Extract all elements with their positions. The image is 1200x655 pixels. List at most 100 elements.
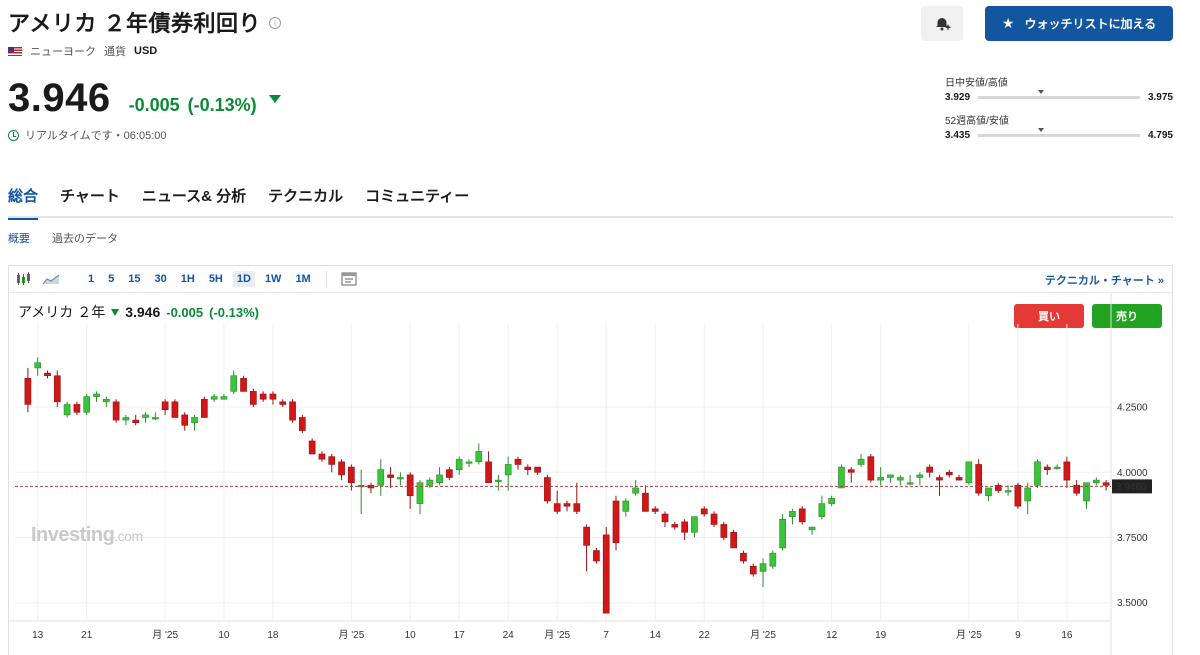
candle-body xyxy=(1102,482,1110,486)
info-icon[interactable]: i xyxy=(269,17,282,29)
legend-change: -0.005 xyxy=(166,304,204,320)
candle-body xyxy=(151,417,159,420)
candle-body xyxy=(230,375,238,392)
x-tick-label: 月 '25 xyxy=(956,629,982,641)
candle-body xyxy=(583,526,590,546)
interval-30[interactable]: 30 xyxy=(154,273,167,285)
x-tick-label: 7 xyxy=(603,630,609,641)
candle-body xyxy=(642,492,649,512)
clock-icon xyxy=(8,129,19,141)
us-flag-icon xyxy=(8,46,22,56)
candle-body xyxy=(1004,490,1012,493)
x-tick-label: 月 '25 xyxy=(544,629,570,641)
range-label: 日中安値/高値 xyxy=(945,78,1008,89)
interval-1D[interactable]: 1D xyxy=(232,271,255,287)
subtab-0[interactable]: 概要 xyxy=(8,233,30,245)
candle-body xyxy=(504,464,512,476)
x-tick-label: 19 xyxy=(875,630,887,641)
interval-1M[interactable]: 1M xyxy=(295,273,311,285)
price-row: 3.946 -0.005 (-0.13%) xyxy=(8,76,281,121)
exchange-name: ニューヨーク xyxy=(30,46,96,58)
interval-1W[interactable]: 1W xyxy=(264,273,282,285)
candle-body xyxy=(102,398,110,403)
add-to-watchlist-button[interactable]: ★ ウォッチリストに加える xyxy=(985,6,1173,41)
candle-body xyxy=(877,477,884,481)
subtab-1[interactable]: 過去のデータ xyxy=(52,233,118,245)
candle-body xyxy=(651,508,659,512)
candle-body xyxy=(544,477,551,502)
alert-button[interactable] xyxy=(921,6,963,41)
candle-body xyxy=(93,393,100,397)
candle-body xyxy=(779,518,786,549)
candle-body xyxy=(691,516,698,533)
candle-body xyxy=(1024,487,1032,502)
candle-body xyxy=(749,565,757,575)
chart-toolbar: 1 5 15 30 1H 5H 1D 1W 1M xyxy=(9,266,1172,293)
bell-plus-icon xyxy=(936,17,951,30)
legend-change-pct: (-0.13%) xyxy=(209,304,259,320)
candle-body xyxy=(161,401,169,410)
x-tick-label: 月 '25 xyxy=(750,629,776,641)
candle-body xyxy=(250,391,257,405)
candle-body xyxy=(632,487,639,494)
x-tick-label: 17 xyxy=(454,630,466,641)
x-tick-label: 10 xyxy=(218,630,230,641)
interval-1[interactable]: 1 xyxy=(88,273,95,285)
y-tick-label: 4.0000 xyxy=(1117,468,1148,479)
x-tick-label: 22 xyxy=(699,630,711,641)
price-change-pct: (-0.13%) xyxy=(187,95,257,115)
candle-body xyxy=(955,477,963,481)
candle-body xyxy=(426,479,434,486)
star-icon: ★ xyxy=(1001,15,1015,31)
candle-body xyxy=(240,378,247,392)
range-high: 4.795 xyxy=(1147,130,1173,141)
candle-body xyxy=(348,466,355,484)
candle-body xyxy=(475,451,483,463)
y-tick-label: 4.2500 xyxy=(1117,403,1148,414)
y-tick-label: 3.7500 xyxy=(1117,533,1148,544)
title-row: アメリカ ２年債券利回り i xyxy=(8,6,282,38)
candle-body xyxy=(299,417,306,431)
candle-body xyxy=(965,461,973,484)
candle-body xyxy=(63,404,71,416)
candle-body xyxy=(857,458,865,465)
candle-body xyxy=(308,440,316,455)
interval-5[interactable]: 5 xyxy=(108,273,115,285)
candle-body xyxy=(936,477,943,481)
interval-15[interactable]: 15 xyxy=(128,273,141,285)
buy-button[interactable]: 買い xyxy=(1014,304,1084,328)
candle-body xyxy=(1073,485,1081,494)
candle-body xyxy=(887,474,894,478)
x-tick-label: 21 xyxy=(81,630,93,641)
candlestick-chart-icon[interactable] xyxy=(9,272,37,286)
candle-body xyxy=(730,531,737,549)
candle-body xyxy=(1063,461,1071,481)
tab-2[interactable]: ニュース& 分析 xyxy=(141,188,247,205)
range-label: 52週高値/安値 xyxy=(945,116,1009,127)
tab-4[interactable]: コミュニティー xyxy=(365,188,470,205)
legend-price: 3.946 xyxy=(125,304,161,320)
tab-1[interactable]: チャート xyxy=(60,188,120,205)
tab-3[interactable]: テクニカル xyxy=(268,188,344,205)
candle-body xyxy=(720,524,728,538)
tab-0[interactable]: 総合 xyxy=(8,182,39,220)
interval-1H[interactable]: 1H xyxy=(180,273,195,285)
area-chart-icon[interactable] xyxy=(37,273,65,285)
candle-body xyxy=(416,482,424,504)
candle-body xyxy=(808,526,816,530)
x-tick-label: 18 xyxy=(267,630,279,641)
candle-body xyxy=(769,552,777,567)
last-price: 3.946 xyxy=(8,76,111,120)
candle-body xyxy=(789,511,796,517)
technical-chart-link[interactable]: テクニカル・チャート » xyxy=(1044,275,1164,287)
sell-button[interactable]: 売り xyxy=(1092,304,1162,328)
candle-body xyxy=(112,401,120,421)
candle-body xyxy=(867,456,875,481)
chart-widget: 1 5 15 30 1H 5H 1D 1W 1M テクニカル・チャート » アメリカ ２年 3.… xyxy=(8,265,1173,655)
candle-body xyxy=(465,461,473,464)
interval-5H[interactable]: 5H xyxy=(208,273,223,285)
realtime-row: リアルタイムです・06:05:00 xyxy=(8,127,167,143)
indicators-icon[interactable] xyxy=(335,272,363,286)
candle-body xyxy=(328,456,336,465)
